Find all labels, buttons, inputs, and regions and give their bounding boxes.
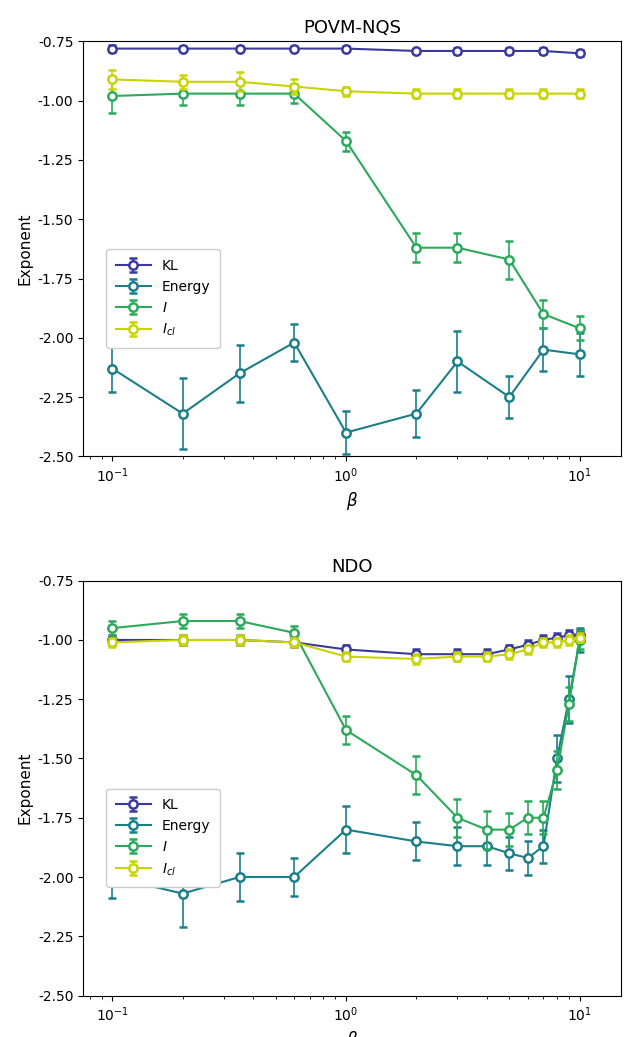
Title: POVM-NQS: POVM-NQS <box>303 19 401 37</box>
Title: NDO: NDO <box>332 558 372 577</box>
Y-axis label: Exponent: Exponent <box>17 213 32 285</box>
X-axis label: $\beta$: $\beta$ <box>346 1030 358 1037</box>
X-axis label: $\beta$: $\beta$ <box>346 491 358 512</box>
Legend: KL, Energy, $I$, $I_{cl}$: KL, Energy, $I$, $I_{cl}$ <box>106 788 220 888</box>
Legend: KL, Energy, $I$, $I_{cl}$: KL, Energy, $I$, $I_{cl}$ <box>106 249 220 348</box>
Y-axis label: Exponent: Exponent <box>17 752 32 824</box>
